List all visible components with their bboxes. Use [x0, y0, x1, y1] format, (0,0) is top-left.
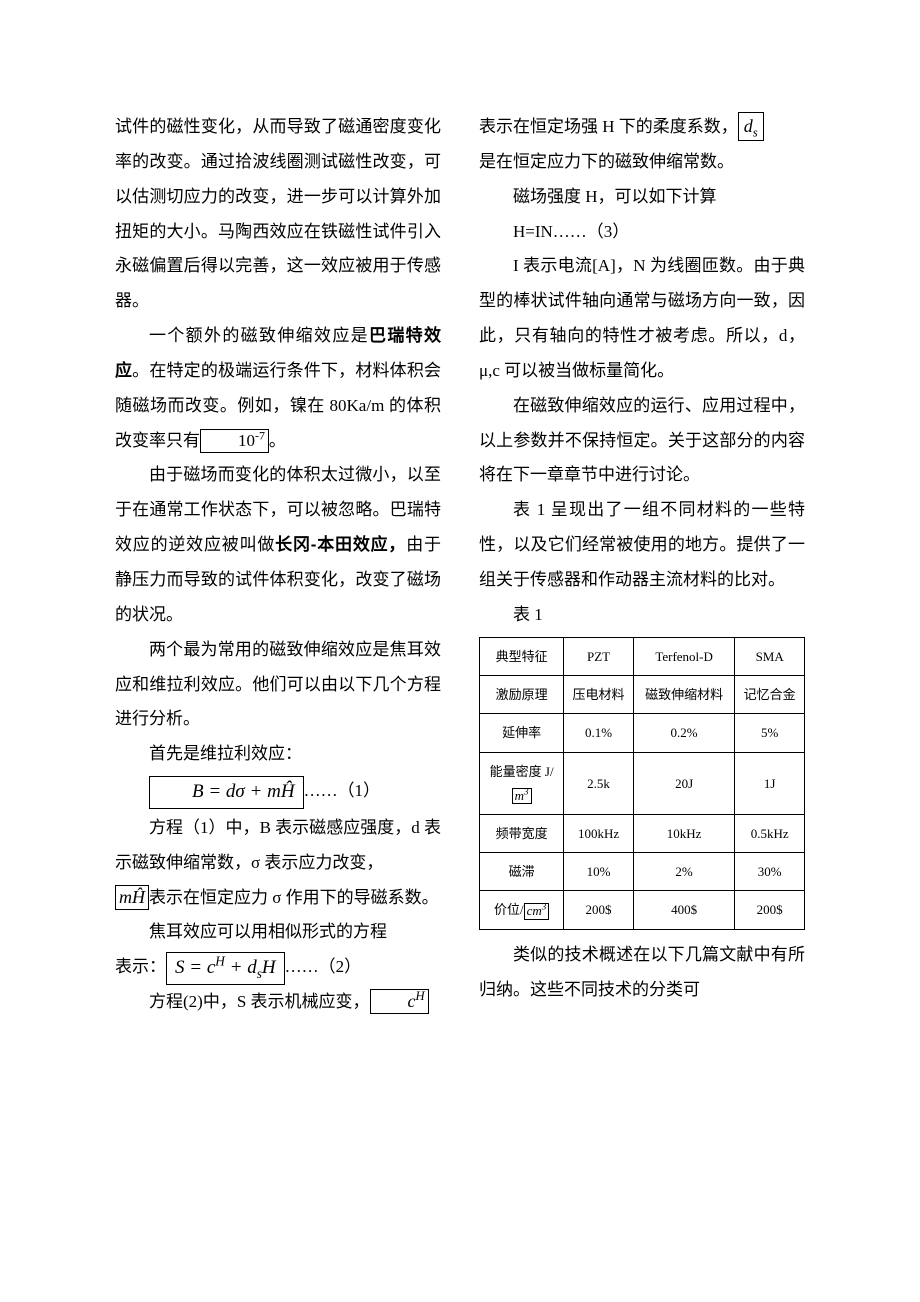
unit: cm — [527, 903, 542, 918]
paragraph: 焦耳效应可以用相似形式的方程 — [115, 915, 441, 950]
boxed-symbol: ds — [738, 112, 764, 141]
table-cell: 0.5kHz — [735, 814, 805, 852]
symbol: c — [408, 991, 416, 1011]
table-cell: 0.1% — [564, 714, 634, 752]
table-cell: 0.2% — [633, 714, 734, 752]
equation-number: ……（2） — [285, 957, 362, 976]
table-cell: 30% — [735, 853, 805, 891]
text: 方程(2)中，S 表示机械应变， — [149, 992, 370, 1011]
cell-text: 能量密度 J/ — [490, 764, 554, 779]
table-row: 价位/cm3 200$ 400$ 200$ — [480, 891, 805, 929]
table-row: 延伸率 0.1% 0.2% 5% — [480, 714, 805, 752]
table-cell: 压电材料 — [564, 676, 634, 714]
document-page: 试件的磁性变化，从而导致了磁通密度变化率的改变。通过拾波线圈测试磁性改变，可以估… — [0, 0, 920, 1302]
table-cell: 100kHz — [564, 814, 634, 852]
text: 方程（1）中，B 表示磁感应强度，d 表示磁致伸缩常数，σ 表示应力改变， — [115, 818, 441, 872]
paragraph: I 表示电流[A]，N 为线圈匝数。由于典型的棒状试件轴向通常与磁场方向一致，因… — [479, 249, 805, 388]
text: 。 — [269, 431, 286, 450]
table-cell: 5% — [735, 714, 805, 752]
symbol-sub: s — [753, 126, 758, 140]
table-cell: 2% — [633, 853, 734, 891]
table-cell: 10kHz — [633, 814, 734, 852]
text: 表示： — [115, 957, 166, 976]
right-column: 表示在恒定场强 H 下的柔度系数，ds 是在恒定应力下的磁致伸缩常数。 磁场强度… — [479, 110, 805, 1020]
table-cell: 频带宽度 — [480, 814, 564, 852]
table-header-row: 典型特征 PZT Terfenol-D SMA — [480, 637, 805, 675]
equation-line: B = dσ + mĤ……（1） — [115, 774, 441, 809]
eq-part: H — [262, 957, 276, 978]
exponent: -7 — [255, 428, 265, 442]
two-column-layout: 试件的磁性变化，从而导致了磁通密度变化率的改变。通过拾波线圈测试磁性改变，可以估… — [115, 110, 805, 1020]
eq-part: + d — [225, 957, 257, 978]
table-header: PZT — [564, 637, 634, 675]
eq-part: S = c — [175, 957, 215, 978]
paragraph: 方程(2)中，S 表示机械应变，cH — [115, 985, 441, 1020]
paragraph: 一个额外的磁致伸缩效应是巴瑞特效应。在特定的极端运行条件下，材料体积会随磁场而改… — [115, 319, 441, 458]
table-cell: 价位/cm3 — [480, 891, 564, 929]
paragraph: 类似的技术概述在以下几篇文献中有所归纳。这些不同技术的分类可 — [479, 938, 805, 1008]
table-cell: 激励原理 — [480, 676, 564, 714]
paragraph: 首先是维拉利效应： — [115, 737, 441, 772]
boxed-symbol: cH — [370, 989, 429, 1014]
equation-box: S = cH + dsH — [166, 952, 285, 985]
paragraph: 表示在恒定场强 H 下的柔度系数，ds — [479, 110, 805, 145]
paragraph: 方程（1）中，B 表示磁感应强度，d 表示磁致伸缩常数，σ 表示应力改变， — [115, 811, 441, 881]
paragraph: 两个最为常用的磁致伸缩效应是焦耳效应和维拉利效应。他们可以由以下几个方程进行分析… — [115, 633, 441, 738]
text: 表示在恒定应力 σ 作用下的导磁系数。 — [149, 888, 439, 907]
equation-plain: H=IN……（3） — [479, 215, 805, 250]
table-header: SMA — [735, 637, 805, 675]
table-cell: 10% — [564, 853, 634, 891]
table-cell: 2.5k — [564, 752, 634, 814]
paragraph: 磁场强度 H，可以如下计算 — [479, 180, 805, 215]
boxed-unit: cm3 — [524, 903, 550, 919]
equation-box: B = dσ + mĤ — [149, 776, 304, 809]
table-cell: 磁致伸缩材料 — [633, 676, 734, 714]
paragraph: 试件的磁性变化，从而导致了磁通密度变化率的改变。通过拾波线圈测试磁性改变，可以估… — [115, 110, 441, 319]
table-cell: 400$ — [633, 891, 734, 929]
table-cell: 磁滞 — [480, 853, 564, 891]
paragraph: 是在恒定应力下的磁致伸缩常数。 — [479, 145, 805, 180]
material-comparison-table: 典型特征 PZT Terfenol-D SMA 激励原理 压电材料 磁致伸缩材料… — [479, 637, 805, 930]
boxed-symbol: mĤ — [115, 885, 149, 910]
table-cell: 延伸率 — [480, 714, 564, 752]
value: 10 — [238, 431, 255, 450]
table-cell: 记忆合金 — [735, 676, 805, 714]
symbol-sup: H — [416, 989, 425, 1003]
unit-sup: 3 — [542, 902, 547, 912]
table-cell: 200$ — [735, 891, 805, 929]
paragraph: 由于磁场而变化的体积太过微小，以至于在通常工作状态下，可以被忽略。巴瑞特效应的逆… — [115, 458, 441, 632]
text: 一个额外的磁致伸缩效应是 — [149, 326, 369, 345]
unit: m — [515, 788, 524, 803]
boxed-value: 10-7 — [200, 429, 269, 453]
table-cell: 能量密度 J/ m3 — [480, 752, 564, 814]
cell-text: 价位/ — [494, 902, 524, 917]
unit-sup: 3 — [524, 787, 529, 797]
table-cell: 1J — [735, 752, 805, 814]
table-header: 典型特征 — [480, 637, 564, 675]
equation-line: 表示：S = cH + dsH……（2） — [115, 950, 441, 985]
table-row: 磁滞 10% 2% 30% — [480, 853, 805, 891]
table-header: Terfenol-D — [633, 637, 734, 675]
table-row: 频带宽度 100kHz 10kHz 0.5kHz — [480, 814, 805, 852]
paragraph: 在磁致伸缩效应的运行、应用过程中，以上参数并不保持恒定。关于这部分的内容将在下一… — [479, 389, 805, 494]
table-caption: 表 1 — [479, 598, 805, 633]
paragraph: mĤ表示在恒定应力 σ 作用下的导磁系数。 — [115, 881, 441, 916]
table-cell: 20J — [633, 752, 734, 814]
bold-term: 长冈-本田效应， — [275, 535, 406, 554]
eq-sup: H — [215, 954, 225, 969]
left-column: 试件的磁性变化，从而导致了磁通密度变化率的改变。通过拾波线圈测试磁性改变，可以估… — [115, 110, 441, 1020]
symbol: d — [744, 116, 753, 136]
table-row: 激励原理 压电材料 磁致伸缩材料 记忆合金 — [480, 676, 805, 714]
paragraph: 表 1 呈现出了一组不同材料的一些特性，以及它们经常被使用的地方。提供了一组关于… — [479, 493, 805, 598]
table-cell: 200$ — [564, 891, 634, 929]
boxed-unit: m3 — [512, 788, 532, 804]
equation-number: ……（1） — [304, 781, 381, 800]
table-row: 能量密度 J/ m3 2.5k 20J 1J — [480, 752, 805, 814]
text: 表示在恒定场强 H 下的柔度系数， — [479, 117, 738, 136]
